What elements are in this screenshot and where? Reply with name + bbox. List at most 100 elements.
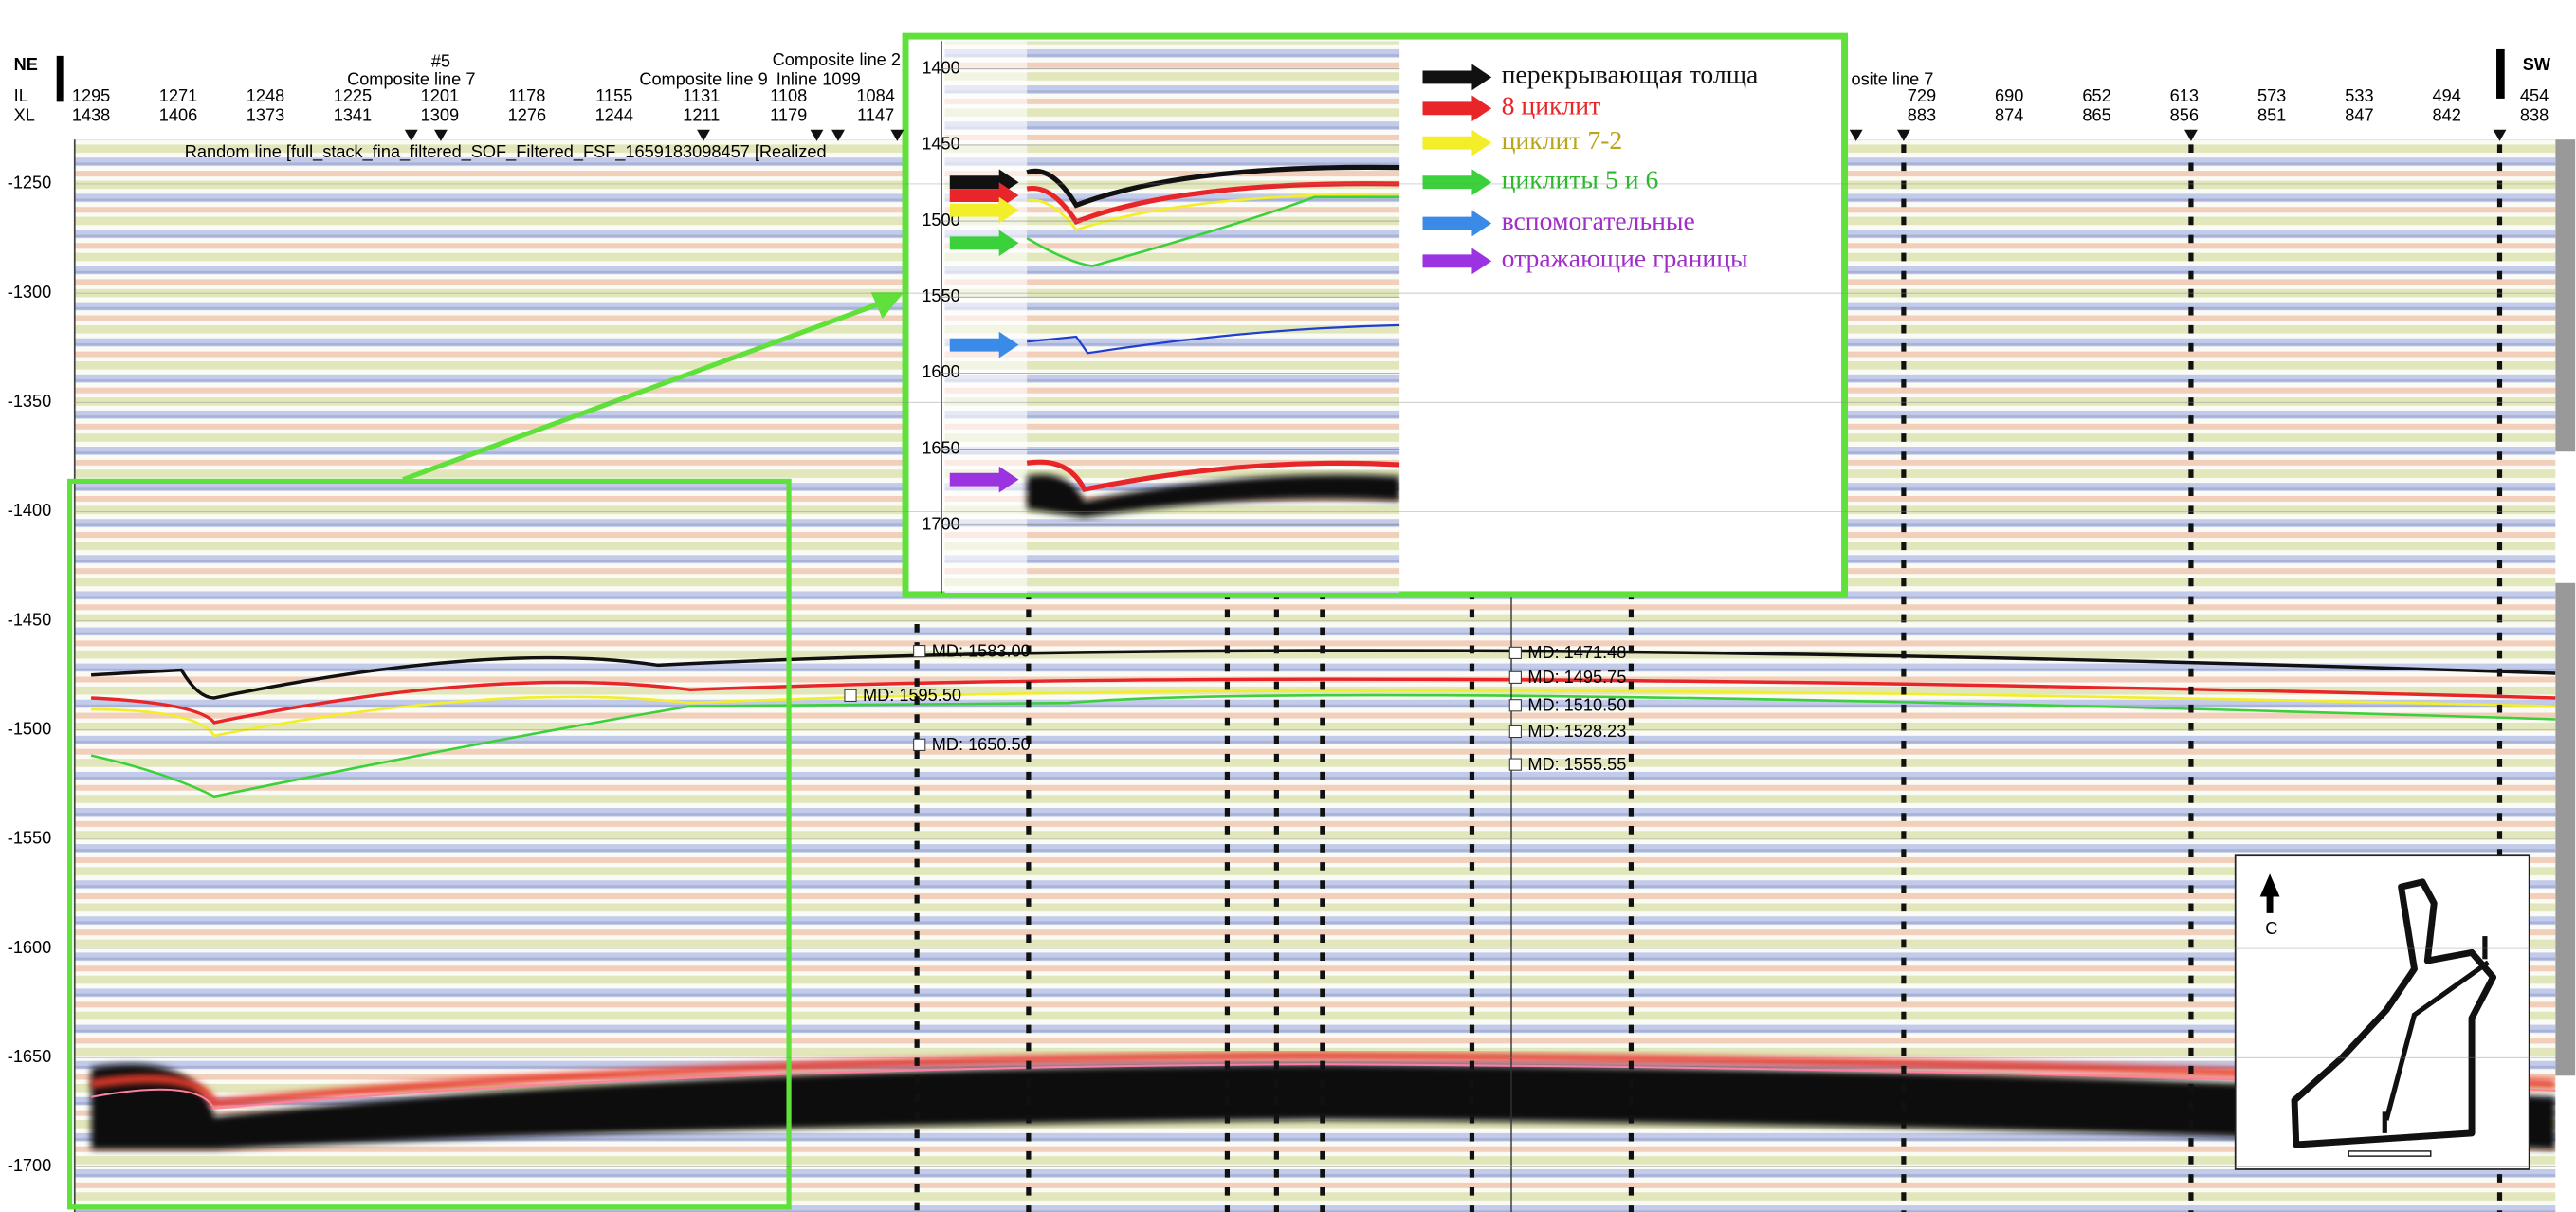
section-marker — [890, 129, 904, 141]
il-value: 1295 — [72, 86, 110, 105]
section-trace — [2384, 960, 2490, 1121]
md-marker — [1508, 758, 1522, 771]
xl-value: 1341 — [334, 106, 372, 125]
inset-reflector — [1026, 459, 1400, 492]
depth-tick-label: -1300 — [8, 283, 51, 302]
marker — [56, 55, 64, 102]
dark-reflector — [91, 1064, 2556, 1150]
depth-tick-label: -1350 — [8, 392, 51, 411]
inset-blank — [944, 41, 1028, 594]
md-marker — [1508, 699, 1522, 712]
section-marker — [434, 129, 448, 141]
depth-tick-label: -1600 — [8, 938, 51, 957]
annotation: Composite line 7 — [347, 70, 475, 89]
depth-tick-label: -1400 — [8, 501, 51, 520]
xl-value: 842 — [2433, 106, 2461, 125]
section-marker — [1896, 129, 1910, 141]
il-value: 1225 — [334, 86, 372, 105]
inset-seismic — [944, 41, 1400, 594]
il-value: 613 — [2170, 86, 2199, 105]
legend-arrow — [1422, 95, 1492, 122]
annotation: osite line 7 — [1851, 70, 1933, 89]
legend-text: перекрывающая толща — [1502, 60, 1759, 89]
il-value: 1084 — [856, 86, 894, 105]
north-label: C — [2265, 919, 2277, 938]
inset-horizon — [1026, 164, 1400, 209]
xl-value: 1406 — [159, 106, 197, 125]
red-reflector — [90, 1052, 2556, 1109]
il-value: 729 — [1908, 86, 1936, 105]
north-arrow — [2259, 873, 2280, 913]
section-title: Random line [full_stack_fina_filtered_SO… — [185, 142, 827, 162]
legend-text: циклит 7-2 — [1502, 125, 1623, 155]
scrollbar — [2555, 582, 2576, 1076]
md-label: MD: 1471.48 — [1527, 643, 1626, 662]
xl-label: XL — [14, 106, 35, 125]
inset-arrow — [949, 230, 1019, 257]
il-value: 1178 — [508, 86, 545, 105]
annotation: Inline 1099 — [776, 70, 861, 89]
il-value: 533 — [2345, 86, 2373, 105]
inset-horizon — [1026, 181, 1400, 225]
xl-value: 1309 — [421, 106, 459, 125]
inset-tick-label: 1600 — [922, 362, 959, 381]
il-value: 1248 — [247, 86, 284, 105]
inset-horizon — [1026, 193, 1400, 231]
depth-tick-label: -1250 — [8, 174, 51, 193]
legend-text: 8 циклит — [1502, 91, 1601, 120]
depth-tick-label: -1500 — [8, 720, 51, 739]
xl-value: 1244 — [595, 106, 633, 125]
depth-tick-label: -1700 — [8, 1156, 51, 1175]
md-marker — [844, 689, 857, 702]
il-value: 494 — [2433, 86, 2461, 105]
md-marker — [913, 738, 926, 751]
legend-text: вспомогательные — [1502, 206, 1695, 235]
md-label: MD: 1528.23 — [1527, 722, 1626, 741]
il-value: 573 — [2257, 86, 2286, 105]
xl-value: 883 — [1908, 106, 1936, 125]
xl-value: 1276 — [508, 106, 546, 125]
green-horizon — [90, 693, 2556, 799]
section-marker — [697, 129, 710, 141]
md-label: MD: 1510.50 — [1527, 695, 1626, 714]
md-marker — [1508, 725, 1522, 739]
md-label: MD: 1555.55 — [1527, 755, 1626, 774]
depth-tick-label: -1450 — [8, 610, 51, 629]
pink-horizon — [90, 1063, 2556, 1111]
ne-label: NE — [14, 55, 38, 74]
md-label: MD: 1583.00 — [932, 641, 1031, 660]
annotation: Composite line 2 — [773, 50, 901, 69]
inset-reflector — [1027, 474, 1400, 518]
il-label: IL — [14, 86, 28, 105]
xl-value: 1438 — [72, 106, 110, 125]
section-marker — [2493, 129, 2507, 141]
section-marker — [831, 129, 845, 141]
section-marker — [810, 129, 824, 141]
red-horizon — [91, 677, 2556, 725]
section-marker — [404, 129, 418, 141]
md-marker — [1508, 646, 1522, 659]
scale-bar — [2348, 1150, 2432, 1157]
inset-tick-label: 1450 — [922, 135, 959, 154]
sw-label: SW — [2523, 55, 2551, 74]
il-value: 652 — [2082, 86, 2110, 105]
scrollbar — [2555, 139, 2576, 452]
xl-value: 856 — [2170, 106, 2199, 125]
legend-arrow — [1422, 210, 1492, 237]
inset-horizon — [1027, 323, 1400, 355]
annotation: #5 — [431, 52, 450, 71]
inset-horizon — [1026, 195, 1400, 267]
il-value: 1108 — [770, 86, 807, 105]
inset-tick-label: 1650 — [922, 438, 959, 457]
section-marker — [1849, 129, 1863, 141]
legend-text: отражающие границы — [1502, 244, 1748, 273]
il-value: 1201 — [421, 86, 459, 105]
xl-value: 865 — [2082, 106, 2110, 125]
legend-text: циклиты 5 и 6 — [1502, 165, 1659, 194]
depth-tick-label: -1650 — [8, 1047, 51, 1066]
inset-tick-label: 1550 — [922, 286, 959, 305]
il-value: 690 — [1995, 86, 2023, 105]
zoom-box — [66, 478, 792, 1210]
